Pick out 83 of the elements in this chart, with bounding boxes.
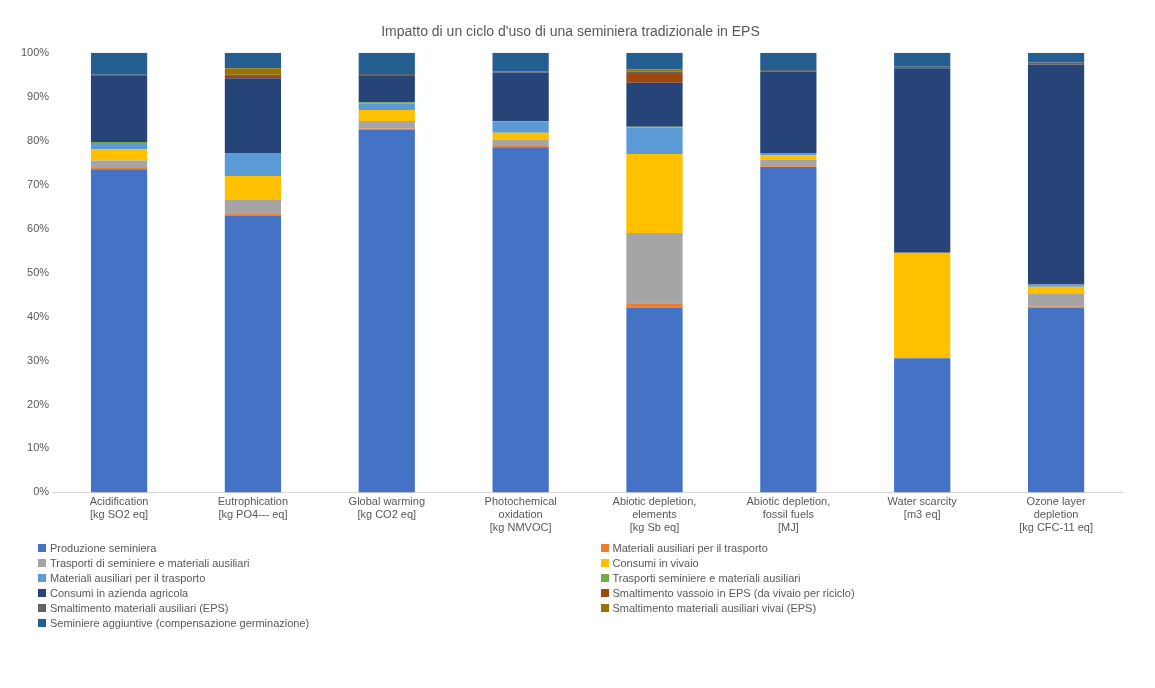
y-tick-label: 70%	[27, 177, 50, 190]
bar	[90, 160, 148, 168]
bar	[224, 215, 282, 493]
bar	[492, 139, 549, 146]
bar	[1027, 286, 1085, 294]
bar	[894, 68, 951, 253]
bar	[1027, 64, 1085, 285]
bar	[760, 167, 817, 493]
x-tick-label: Water scarcity [m3 eq]	[887, 495, 958, 521]
bar	[224, 78, 282, 154]
bar	[492, 121, 549, 133]
bar	[626, 303, 683, 308]
bar	[90, 52, 148, 75]
legend-label: Materiali ausiliari per il trasporto	[612, 542, 768, 554]
legend-label: Consumi in azienda agricola	[50, 587, 189, 599]
legend-label: Materiali ausiliari per il trasporto	[50, 572, 206, 584]
bar	[358, 129, 415, 493]
x-tick-label: Abiotic depletion, elements [kg Sb eq]	[612, 495, 697, 534]
bar	[894, 358, 951, 493]
bar	[626, 52, 683, 70]
bar	[1027, 307, 1085, 493]
legend-label: Consumi in vivaio	[612, 557, 699, 569]
bar	[492, 52, 549, 72]
bar	[358, 120, 415, 129]
legend-label: Smaltimento vassoio in EPS (da vivaio per riciclo)	[612, 587, 855, 599]
bar	[224, 68, 282, 75]
bar	[626, 73, 683, 83]
bar	[90, 142, 148, 150]
bar	[760, 52, 817, 70]
bar	[492, 132, 549, 140]
bar	[224, 175, 282, 201]
bar	[760, 153, 817, 156]
y-tick-label: 60%	[27, 221, 50, 234]
bar	[224, 213, 282, 216]
y-tick-label: 30%	[27, 353, 50, 366]
x-tick-label: Ozone layer depletion [kg CFC-11 eq]	[1019, 495, 1093, 534]
legend-label: Trasporti di seminiere e materiali ausiliari	[50, 557, 250, 569]
bar	[358, 76, 415, 103]
bar	[1027, 284, 1085, 287]
y-tick-label: 10%	[27, 441, 50, 454]
bar	[358, 52, 415, 74]
bar	[894, 252, 951, 359]
legend-label: Produzione seminiera	[50, 542, 157, 554]
bar	[224, 153, 282, 176]
bar	[760, 71, 817, 154]
bar	[358, 109, 415, 121]
bar	[90, 76, 148, 143]
y-tick-label: 40%	[27, 309, 50, 322]
y-tick-label: 80%	[27, 133, 50, 146]
x-tick-label: Abiotic depletion, fossil fuels [MJ]	[746, 495, 831, 534]
legend-label: Smaltimento materiali ausiliari (EPS)	[50, 602, 229, 614]
bar	[894, 52, 951, 67]
y-tick-label: 50%	[27, 265, 50, 278]
bar	[90, 169, 148, 493]
bar	[626, 82, 683, 127]
bar	[1027, 62, 1085, 65]
bar	[492, 147, 549, 493]
x-tick-label: Eutrophication [kg PO4--- eq]	[217, 495, 289, 521]
chart-title: Impatto di un ciclo d'uso di una seminiera tradizionale in EPS	[381, 23, 760, 40]
x-tick-label: Photochemical oxidation [kg NMVOC]	[484, 495, 557, 534]
bar	[1027, 293, 1085, 307]
bar	[626, 233, 683, 304]
legend-label: Seminiere aggiuntive (compensazione germinazione)	[50, 617, 310, 629]
bar	[224, 52, 282, 69]
legend-label: Trasporti seminiere e materiali ausiliari	[612, 572, 801, 584]
bar	[492, 72, 549, 121]
bar	[358, 103, 415, 110]
bar	[224, 200, 282, 214]
y-tick-label: 100%	[20, 45, 50, 58]
bar	[626, 153, 683, 234]
bar	[1027, 52, 1085, 63]
bar	[760, 159, 817, 167]
x-tick-label: Global warming [kg CO2 eq]	[348, 495, 425, 521]
x-tick-label: Acidification [kg SO2 eq]	[89, 495, 149, 521]
legend-label: Smaltimento materiali ausiliari vivai (EPS)	[612, 602, 817, 614]
bar	[358, 73, 415, 77]
bar	[626, 307, 683, 493]
bar	[90, 149, 148, 161]
bar	[626, 127, 683, 154]
bar	[760, 155, 817, 160]
y-tick-label: 0%	[33, 485, 50, 498]
y-tick-label: 90%	[27, 89, 50, 102]
y-tick-label: 20%	[27, 397, 50, 410]
